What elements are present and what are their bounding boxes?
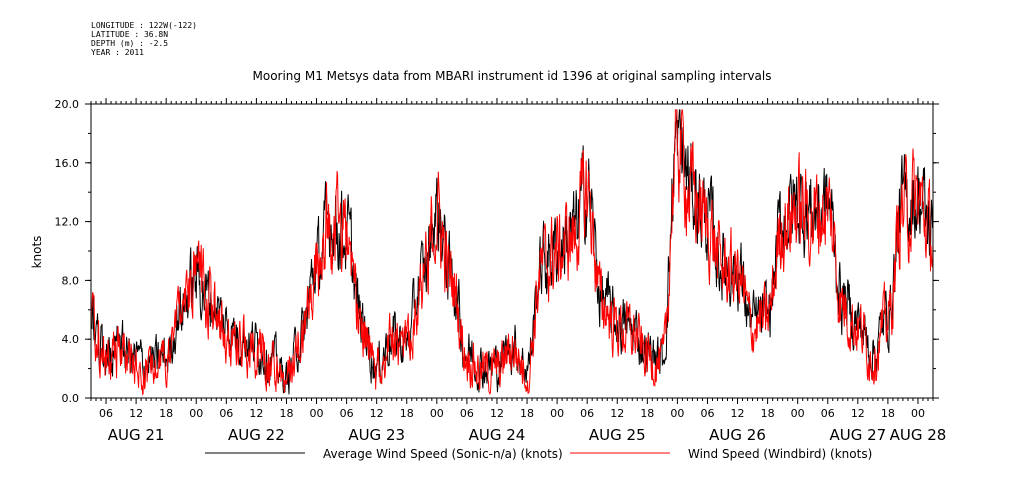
y-tick-label: 0.0 [62,392,80,405]
x-tick-label: 06 [340,407,354,420]
day-label: AUG 21 [108,426,165,444]
legend: Average Wind Speed (Sonic-n/a) (knots) W… [205,447,872,461]
x-tick-label: 18 [881,407,895,420]
day-label: AUG 23 [348,426,405,444]
ticks-layer [85,98,939,404]
x-tick-label: 18 [520,407,534,420]
x-tick-label: 18 [761,407,775,420]
chart-title: Mooring M1 Metsys data from MBARI instru… [253,69,772,83]
x-tick-label: 00 [310,407,324,420]
day-label: AUG 28 [890,426,947,444]
x-tick-label: 12 [129,407,143,420]
x-tick-label: 06 [580,407,594,420]
y-tick-label: 4.0 [62,333,80,346]
x-tick-label: 12 [731,407,745,420]
x-tick-label: 00 [670,407,684,420]
x-tick-label: 12 [610,407,624,420]
x-tick-label: 18 [400,407,414,420]
x-tick-label: 00 [550,407,564,420]
x-tick-label: 00 [911,407,925,420]
legend-label-windbird: Wind Speed (Windbird) (knots) [688,447,872,461]
x-tick-label: 12 [490,407,504,420]
day-label: AUG 27 [829,426,886,444]
x-tick-label: 12 [249,407,263,420]
day-label: AUG 24 [469,426,526,444]
meta-year: YEAR : 2011 [91,48,144,57]
series-windbird-wind-speed [90,109,934,396]
day-labels: AUG 21 AUG 22 AUG 23 AUG 24 AUG 25 AUG 26 AUG … [108,426,947,444]
x-tick-labels: 06 12 18 00 06 12 18 00 06 12 18 00 06 12 18 00 06 12 18 00… [99,407,925,420]
x-tick-label: 06 [99,407,113,420]
x-tick-label: 12 [851,407,865,420]
day-label: AUG 22 [228,426,285,444]
y-axis-label: knots [30,236,44,269]
x-tick-label: 18 [640,407,654,420]
meta-latitude: LATITUDE : 36.8N [91,30,169,39]
day-label: AUG 26 [709,426,766,444]
legend-label-average: Average Wind Speed (Sonic-n/a) (knots) [323,447,563,461]
y-tick-label: 16.0 [55,157,80,170]
y-tick-label: 20.0 [55,98,80,111]
meta-longitude: LONGITUDE : 122W(-122) [91,21,197,30]
x-tick-label: 06 [821,407,835,420]
meta-depth: DEPTH (m) : -2.5 [91,39,169,48]
x-tick-label: 18 [279,407,293,420]
metadata-block: LONGITUDE : 122W(-122) LATITUDE : 36.8N … [91,21,197,57]
y-tick-label: 8.0 [62,274,80,287]
x-tick-label: 00 [791,407,805,420]
x-tick-label: 06 [219,407,233,420]
x-tick-label: 00 [189,407,203,420]
y-tick-label: 12.0 [55,216,80,229]
y-tick-labels: 0.0 4.0 8.0 12.0 16.0 20.0 [55,98,80,405]
x-tick-label: 18 [159,407,173,420]
x-tick-label: 06 [460,407,474,420]
day-label: AUG 25 [589,426,646,444]
x-tick-label: 06 [700,407,714,420]
x-tick-label: 00 [430,407,444,420]
series-layer [90,109,934,396]
x-tick-label: 12 [370,407,384,420]
